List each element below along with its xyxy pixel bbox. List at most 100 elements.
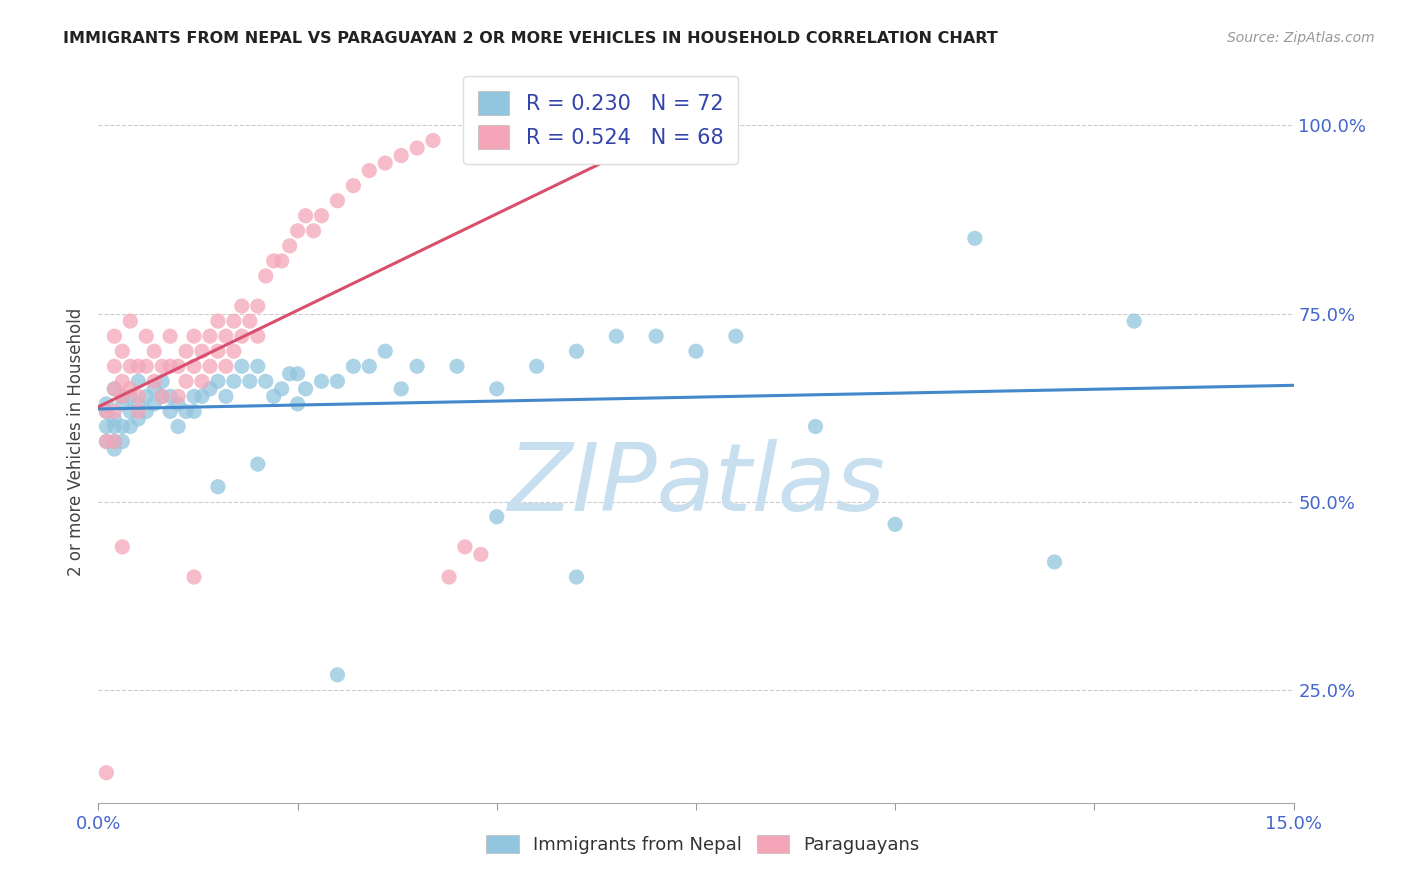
Point (135, 329, 157, 343)
Point (326, 375, 349, 389)
Point (103, 404, 125, 418)
Point (120, 404, 142, 418)
Point (150, 389, 173, 403)
Point (302, 224, 325, 238)
Text: Source: ZipAtlas.com: Source: ZipAtlas.com (1227, 31, 1375, 45)
Point (231, 329, 253, 343)
Point (120, 382, 142, 396)
Legend: Immigrants from Nepal, Paraguayans: Immigrants from Nepal, Paraguayans (477, 826, 929, 863)
Point (246, 299, 269, 313)
Point (326, 194, 349, 208)
Point (103, 359, 125, 374)
Point (167, 419, 190, 434)
Point (143, 375, 166, 389)
Point (111, 434, 134, 449)
Point (96, 434, 118, 449)
Point (342, 359, 364, 374)
Point (111, 389, 134, 403)
Point (183, 570, 205, 584)
Point (143, 382, 166, 396)
Point (254, 268, 277, 283)
Point (111, 375, 134, 389)
Point (127, 397, 149, 411)
Point (565, 344, 588, 359)
Point (103, 442, 125, 456)
Point (270, 254, 292, 268)
Point (143, 397, 166, 411)
Legend: R = 0.230   N = 72, R = 0.524   N = 68: R = 0.230 N = 72, R = 0.524 N = 68 (463, 76, 738, 164)
Point (963, 231, 986, 245)
Point (96, 419, 118, 434)
Point (359, 163, 381, 178)
Point (103, 434, 125, 449)
Point (278, 367, 301, 381)
Point (374, 156, 396, 170)
Point (135, 389, 157, 403)
Point (422, 133, 444, 147)
Point (127, 359, 149, 374)
Point (446, 359, 468, 374)
Point (127, 389, 149, 403)
Point (389, 382, 412, 396)
Point (222, 375, 245, 389)
Point (174, 344, 197, 359)
Point (605, 329, 627, 343)
Point (96, 765, 118, 780)
Point (231, 299, 253, 313)
Point (359, 359, 381, 374)
Point (724, 329, 747, 343)
Point (183, 389, 205, 403)
Point (103, 329, 125, 343)
Point (287, 367, 309, 381)
Y-axis label: 2 or more Vehicles in Household: 2 or more Vehicles in Household (66, 308, 84, 575)
Point (150, 359, 173, 374)
Point (103, 434, 125, 449)
Point (485, 382, 508, 396)
Point (294, 382, 316, 396)
Point (485, 141, 508, 155)
Point (406, 359, 429, 374)
Point (111, 397, 134, 411)
Point (207, 344, 229, 359)
Point (222, 344, 245, 359)
Point (150, 375, 173, 389)
Point (215, 329, 238, 343)
Point (150, 389, 173, 403)
Point (215, 359, 238, 374)
Point (103, 382, 125, 396)
Point (1123, 314, 1146, 328)
Point (287, 224, 309, 238)
Point (685, 344, 707, 359)
Point (167, 397, 190, 411)
Point (406, 141, 429, 155)
Point (96, 404, 118, 418)
Point (174, 375, 197, 389)
Point (502, 133, 524, 147)
Point (127, 375, 149, 389)
Point (120, 359, 142, 374)
Point (246, 329, 269, 343)
Point (294, 209, 316, 223)
Point (103, 382, 125, 396)
Point (127, 404, 149, 418)
Point (215, 389, 238, 403)
Point (167, 359, 190, 374)
Point (526, 359, 548, 374)
Text: ZIPatlas: ZIPatlas (508, 440, 884, 531)
Point (207, 480, 229, 494)
Point (207, 314, 229, 328)
Point (263, 254, 285, 268)
Point (174, 404, 197, 418)
Point (111, 419, 134, 434)
Point (120, 419, 142, 434)
Point (198, 329, 221, 343)
Point (263, 389, 285, 403)
Point (96, 434, 118, 449)
Point (159, 329, 181, 343)
Point (254, 375, 277, 389)
Point (183, 329, 205, 343)
Point (437, 570, 460, 584)
Point (198, 359, 221, 374)
Point (342, 178, 364, 193)
Text: IMMIGRANTS FROM NEPAL VS PARAGUAYAN 2 OR MORE VEHICLES IN HOUSEHOLD CORRELATION : IMMIGRANTS FROM NEPAL VS PARAGUAYAN 2 OR… (63, 31, 998, 46)
